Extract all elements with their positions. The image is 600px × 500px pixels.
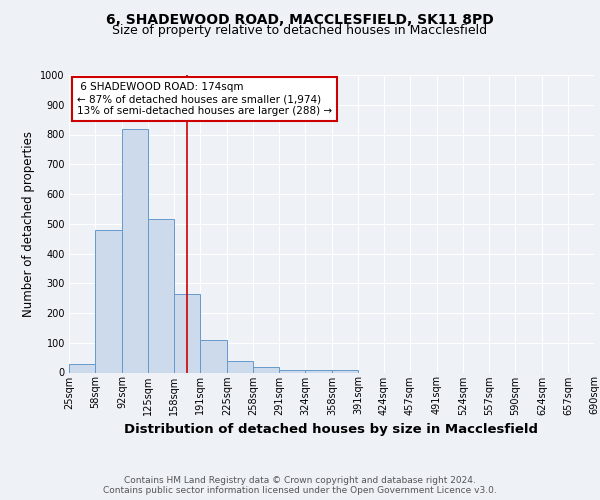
Bar [200,340,227,372]
Bar [69,364,95,372]
Bar [332,370,358,372]
Text: 6 SHADEWOOD ROAD: 174sqm
← 87% of detached houses are smaller (1,974)
13% of sem: 6 SHADEWOOD ROAD: 174sqm ← 87% of detach… [77,82,332,116]
Bar [95,230,122,372]
Bar [305,370,332,372]
Y-axis label: Number of detached properties: Number of detached properties [22,130,35,317]
X-axis label: Distribution of detached houses by size in Macclesfield: Distribution of detached houses by size … [125,423,539,436]
Bar [279,370,305,372]
Bar [253,366,279,372]
Text: Contains HM Land Registry data © Crown copyright and database right 2024.
Contai: Contains HM Land Registry data © Crown c… [103,476,497,495]
Bar [227,361,253,372]
Bar [122,128,148,372]
Bar [148,220,174,372]
Bar [174,294,200,372]
Text: 6, SHADEWOOD ROAD, MACCLESFIELD, SK11 8PD: 6, SHADEWOOD ROAD, MACCLESFIELD, SK11 8P… [106,12,494,26]
Text: Size of property relative to detached houses in Macclesfield: Size of property relative to detached ho… [112,24,488,37]
